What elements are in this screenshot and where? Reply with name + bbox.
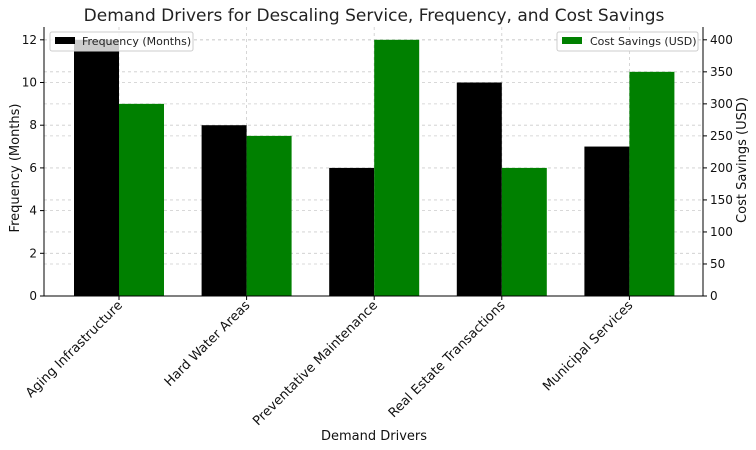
- right-tick-label: 200: [710, 161, 733, 175]
- right-tick-label: 100: [710, 225, 733, 239]
- left-y-axis-label: Frequency (Months): [8, 104, 23, 233]
- right-tick-label: 150: [710, 193, 733, 207]
- left-y-axis: 0 2 4 6 8 10 12: [22, 27, 45, 303]
- right-tick-label: 50: [710, 257, 725, 271]
- right-tick-label: 250: [710, 129, 733, 143]
- bar-cost-savings: [629, 71, 675, 296]
- bar-frequency: [584, 146, 630, 296]
- x-tick-label: Aging Infrastructure: [23, 298, 126, 401]
- left-tick-label: 6: [29, 161, 37, 175]
- x-tick-label: Municipal Services: [540, 298, 636, 394]
- legend-swatch-cost-savings: [562, 37, 582, 44]
- legend-swatch-frequency: [55, 37, 75, 44]
- right-tick-label: 400: [710, 33, 733, 47]
- legend-frequency: Frequency (Months): [49, 31, 194, 52]
- right-tick-label: 300: [710, 97, 733, 111]
- x-tick-label: Real Estate Transactions: [386, 298, 509, 421]
- right-tick-label: 0: [710, 289, 718, 303]
- left-tick-label: 0: [29, 289, 37, 303]
- left-tick-label: 8: [29, 118, 37, 132]
- bar-frequency: [329, 167, 375, 296]
- x-tick-label: Preventative Maintenance: [250, 298, 381, 429]
- x-tick-label: Hard Water Areas: [162, 298, 254, 390]
- bars: [74, 39, 675, 297]
- x-axis: Aging Infrastructure Hard Water AreasPrev…: [23, 295, 703, 429]
- bar-cost-savings: [501, 167, 547, 296]
- chart-title: Demand Drivers for Descaling Service, Fr…: [84, 6, 665, 26]
- left-tick-label: 10: [22, 76, 37, 90]
- left-tick-label: 4: [29, 204, 37, 218]
- left-tick-label: 2: [29, 246, 37, 260]
- right-y-axis-label: Cost Savings (USD): [735, 97, 750, 223]
- bar-frequency: [456, 82, 502, 296]
- x-axis-label: Demand Drivers: [321, 429, 427, 444]
- legend-label-frequency: Frequency (Months): [82, 35, 191, 48]
- bar-cost-savings: [119, 103, 164, 296]
- bar-cost-savings: [246, 135, 292, 296]
- right-y-axis: 0 50 100 150 200 250 300 350 400: [702, 27, 733, 303]
- bar-cost-savings: [374, 39, 420, 297]
- legend-cost-savings: Cost Savings (USD): [556, 31, 699, 52]
- legend-label-cost-savings: Cost Savings (USD): [590, 35, 697, 48]
- left-tick-label: 12: [22, 33, 37, 47]
- right-tick-label: 350: [710, 65, 733, 79]
- bar-frequency: [201, 125, 247, 296]
- bar-frequency: [74, 39, 119, 297]
